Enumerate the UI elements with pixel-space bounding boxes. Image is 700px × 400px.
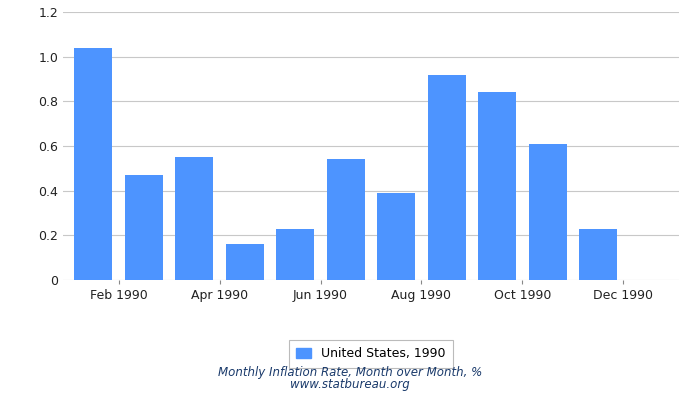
Bar <box>428 74 466 280</box>
Legend: United States, 1990: United States, 1990 <box>288 340 454 368</box>
Bar <box>175 157 214 280</box>
Bar <box>478 92 516 280</box>
Bar <box>377 193 415 280</box>
Text: Monthly Inflation Rate, Month over Month, %: Monthly Inflation Rate, Month over Month… <box>218 366 482 379</box>
Bar <box>528 144 567 280</box>
Bar <box>276 229 314 280</box>
Bar <box>226 244 264 280</box>
Text: www.statbureau.org: www.statbureau.org <box>290 378 410 391</box>
Bar <box>327 159 365 280</box>
Bar <box>125 175 162 280</box>
Bar <box>580 229 617 280</box>
Bar <box>74 48 112 280</box>
